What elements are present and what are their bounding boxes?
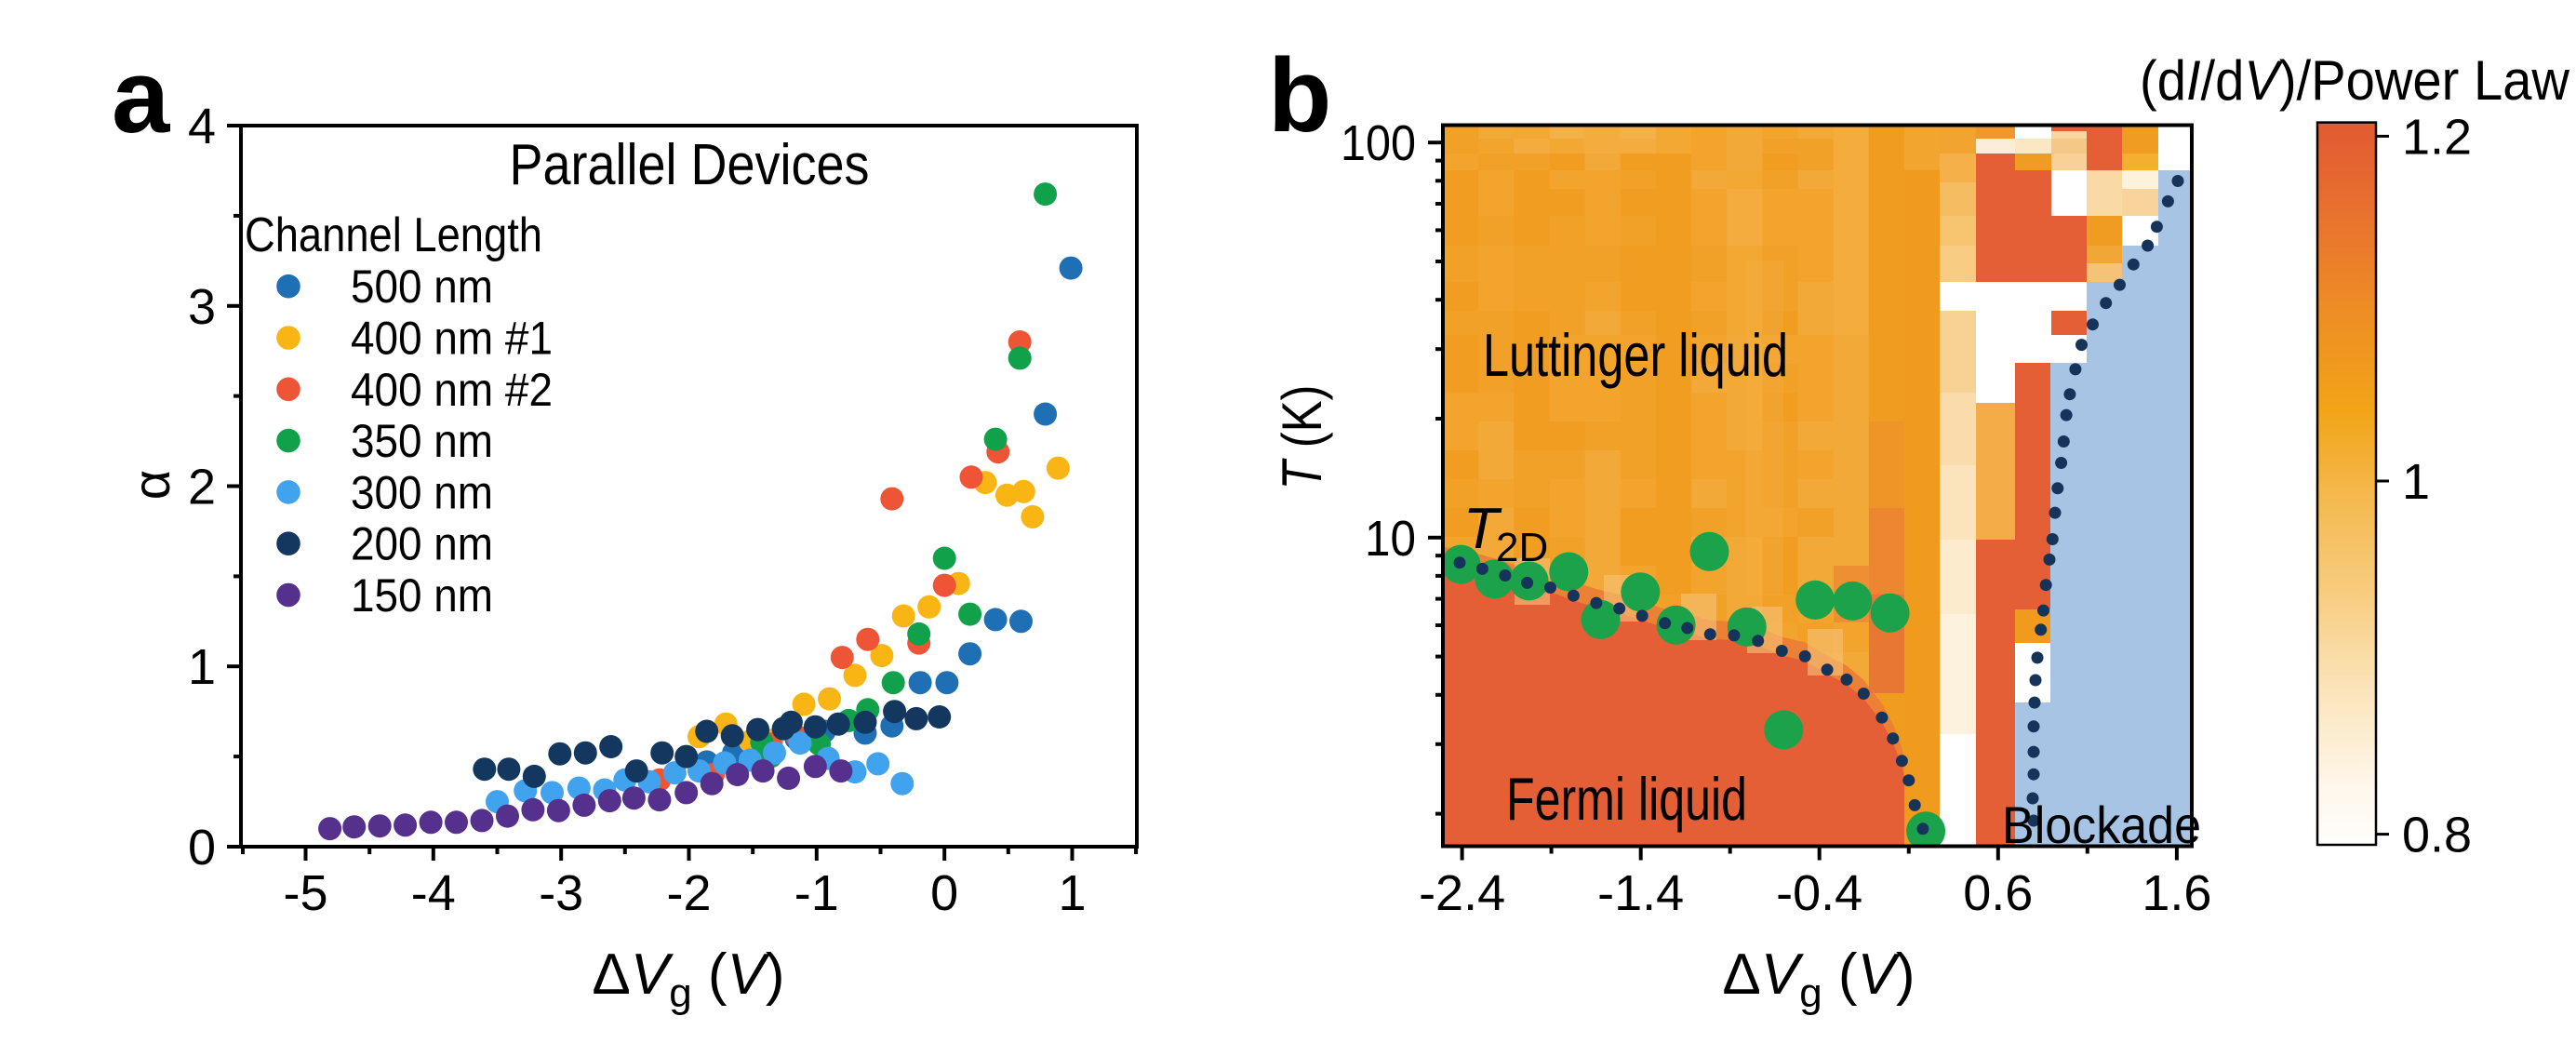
svg-text:10: 10	[1365, 511, 1416, 567]
svg-text:T (K): T (K)	[1271, 385, 1333, 490]
svg-text:-5: -5	[283, 865, 327, 921]
svg-text:α: α	[122, 470, 180, 500]
svg-text:200 nm: 200 nm	[351, 518, 493, 570]
svg-text:1: 1	[188, 639, 216, 695]
svg-text:500 nm: 500 nm	[351, 261, 493, 313]
svg-text:Fermi liquid: Fermi liquid	[1506, 765, 1747, 833]
svg-text:Blockade: Blockade	[2002, 796, 2201, 854]
svg-text:0.6: 0.6	[1963, 865, 2033, 921]
svg-text:1.2: 1.2	[2402, 109, 2472, 165]
svg-text:-0.4: -0.4	[1776, 865, 1862, 921]
svg-text:2: 2	[188, 460, 216, 515]
svg-text:-1.4: -1.4	[1597, 865, 1684, 921]
svg-text:1: 1	[1058, 865, 1086, 921]
svg-text:-2.4: -2.4	[1419, 865, 1505, 921]
svg-text:300 nm: 300 nm	[351, 466, 493, 518]
svg-text:400 nm #2: 400 nm #2	[351, 364, 553, 416]
svg-text:0: 0	[188, 820, 216, 876]
svg-text:-4: -4	[411, 865, 456, 921]
svg-text:-2: -2	[666, 865, 711, 921]
svg-text:4: 4	[188, 99, 216, 154]
svg-text:-3: -3	[539, 865, 583, 921]
svg-text:0.8: 0.8	[2402, 808, 2472, 863]
svg-text:Channel Length: Channel Length	[245, 208, 542, 262]
svg-text:400 nm #1: 400 nm #1	[351, 313, 553, 365]
svg-text:100: 100	[1341, 115, 1416, 171]
svg-text:3: 3	[188, 279, 216, 335]
svg-text:Parallel Devices: Parallel Devices	[510, 133, 870, 197]
svg-text:1: 1	[2402, 454, 2430, 510]
svg-text:150 nm: 150 nm	[351, 569, 493, 622]
svg-text:2D: 2D	[1496, 525, 1548, 570]
svg-text:Luttinger liquid: Luttinger liquid	[1483, 321, 1788, 389]
svg-text:350 nm: 350 nm	[351, 415, 493, 467]
svg-text:b: b	[1268, 37, 1331, 154]
svg-text:ΔVg (V): ΔVg (V)	[1722, 943, 1915, 1016]
svg-text:a: a	[112, 38, 170, 154]
svg-text:T: T	[1463, 497, 1502, 561]
svg-text:0: 0	[930, 865, 958, 921]
svg-text:-1: -1	[794, 865, 839, 921]
svg-text:(dI/dV)/Power Law: (dI/dV)/Power Law	[2140, 49, 2570, 112]
svg-text:1.6: 1.6	[2142, 865, 2211, 921]
